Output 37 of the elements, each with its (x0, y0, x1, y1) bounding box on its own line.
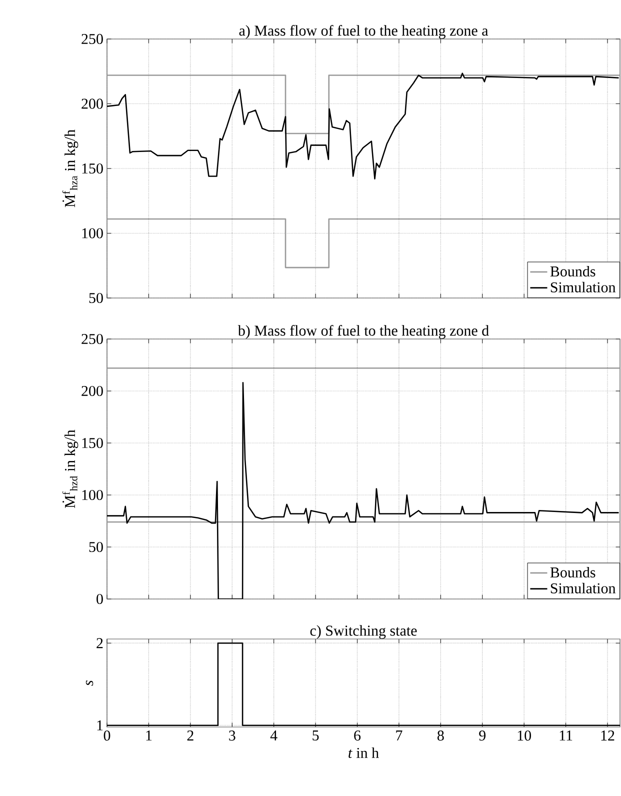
y-tick-label: 200 (82, 386, 103, 396)
x-tick-label: 9 (479, 730, 486, 741)
x-tick-label: 0 (104, 730, 110, 741)
chart-title: b) Mass flow of fuel to the heating zone d (238, 325, 489, 339)
x-tick-label: 5 (312, 730, 319, 740)
legend-label: Simulation (550, 282, 616, 292)
x-tick-label: 12 (601, 730, 614, 740)
x-tick-label: 3 (229, 730, 236, 741)
y-axis-title: s (86, 680, 94, 686)
x-tick-label: 10 (518, 730, 531, 741)
y-tick-label: 1 (97, 720, 103, 730)
legend-label: Bounds (550, 566, 596, 578)
y-tick-label: 250 (82, 334, 103, 344)
y-tick-label: 150 (82, 438, 103, 448)
y-tick-label: 2 (96, 638, 103, 648)
y-tick-label: 250 (82, 34, 103, 44)
x-tick-label: 2 (187, 730, 194, 740)
y-tick-label: 100 (82, 490, 103, 500)
x-tick-label: 6 (354, 730, 361, 741)
y-tick-label: 150 (82, 163, 103, 174)
y-axis-title: Ṁ$^{f}$$_{hza}$ in kg/h (62, 130, 78, 208)
y-tick-label: 0 (96, 594, 103, 604)
x-tick-label: 7 (396, 730, 402, 740)
y-axis-title: Ṁ$^{f}$$_{hzd}$ in kg/h (62, 430, 78, 508)
chart-title: a) Mass flow of fuel to the heating zone a (239, 25, 488, 39)
chart-title: c) Switching state (310, 625, 417, 639)
y-tick-label: 50 (89, 542, 103, 552)
y-tick-label: 200 (82, 98, 103, 109)
x-tick-label: 11 (560, 730, 572, 740)
legend-label: Simulation (550, 582, 616, 594)
y-tick-label: 100 (82, 228, 103, 238)
y-tick-label: 50 (89, 292, 103, 304)
legend-label: Bounds (550, 266, 596, 277)
x-axis-title: t in h (348, 747, 379, 758)
x-tick-label: 4 (270, 730, 278, 740)
x-tick-label: 8 (437, 730, 444, 741)
x-tick-label: 1 (146, 730, 152, 740)
